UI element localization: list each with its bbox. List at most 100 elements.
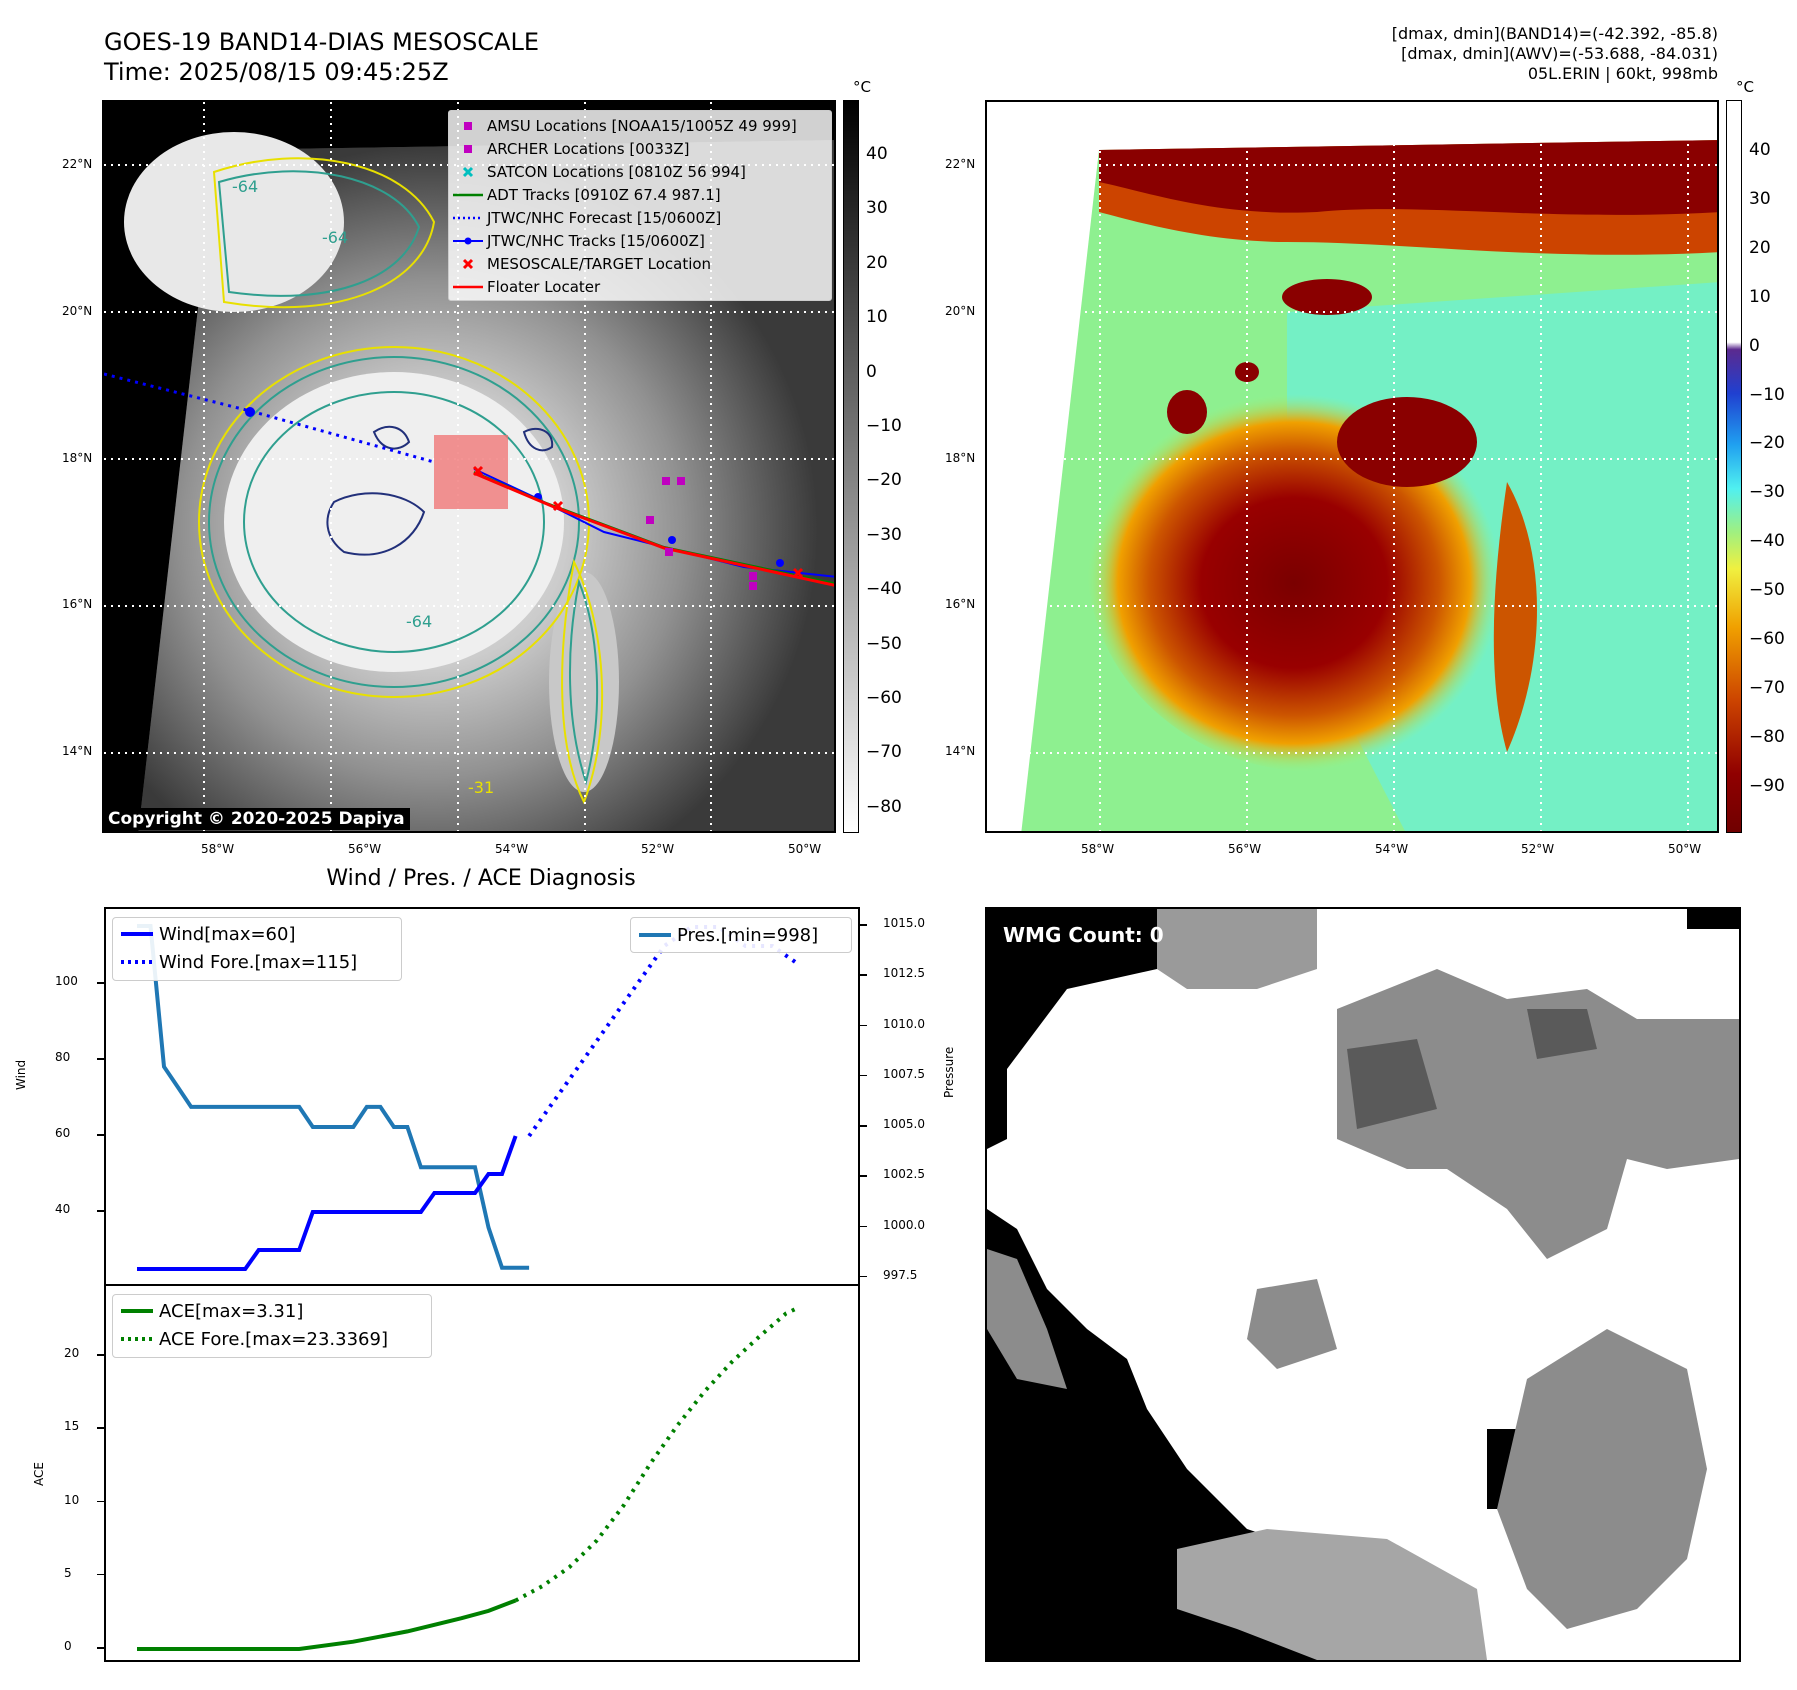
pressure-tick-label: 1010.0 [883,1016,925,1031]
awv-lat-label: 14°N [945,744,976,758]
legend-item: ARCHER Locations [0033Z] [449,137,831,160]
awv-colorbar-tick: −10 [1749,384,1785,405]
wind-tick-mark [97,1058,104,1060]
ace-tick-label: 20 [64,1346,80,1360]
pressure-tick-mark [860,1225,867,1227]
amsu-archer-markers [646,477,757,590]
legend-pressure: Pres.[min=998] [631,921,851,949]
awv-colorbar-tick: −50 [1749,580,1785,601]
awv-colorbar-tick: 10 [1749,286,1771,307]
awv-lon-label: 50°W [1668,842,1702,856]
ir-lon-label: 56°W [348,842,382,856]
wind-tick-mark [97,982,104,984]
pressure-tick-label: 997.5 [883,1267,918,1282]
pressure-tick-mark [860,1175,867,1177]
ir-colorbar-tick: −20 [866,470,902,491]
awv-colorbar-unit: °C [1736,78,1754,96]
ir-imagery [104,102,834,831]
wind-legend: Wind[max=60] Wind Fore.[max=115] [112,917,402,981]
ir-colorbar-tick: −10 [866,416,902,436]
legend-ace-fore-label: ACE Fore.[max=23.3369] [159,1328,388,1350]
track-point [776,559,784,567]
wind-ylabel: Wind [14,1059,28,1090]
awv-map [985,100,1719,833]
pressure-tick-label: 1005.0 [883,1117,925,1131]
legend-wind-fore: Wind Fore.[max=115] [113,948,401,976]
pressure-tick-label: 1012.5 [883,966,925,981]
diagnosis-title: Wind / Pres. / ACE Diagnosis [326,866,636,891]
awv-colorbar-tick: 20 [1749,237,1771,258]
awv-colorbar-tick: 30 [1749,188,1771,209]
ace-tick-mark [97,1500,104,1502]
legend-label: JTWC/NHC Tracks [15/0600Z] [487,231,705,250]
ir-lat-label: 20°N [62,304,93,318]
wind-tick-label: 40 [55,1202,71,1216]
legend-pressure-label: Pres.[min=998] [677,924,819,946]
legend-swatch-ace [113,1297,159,1325]
ace-tick-label: 15 [64,1419,80,1434]
ace-tick-mark [97,1647,104,1649]
pressure-tick-label: 1002.5 [883,1167,925,1182]
wind-forecast-line [527,925,801,1138]
info-storm: 05L.ERIN | 60kt, 998mb [1527,64,1718,83]
legend-wind: Wind[max=60] [113,920,401,948]
ir-lat-label: 16°N [62,597,93,611]
pressure-tick-mark [860,1125,867,1127]
ir-colorbar-tick: 10 [866,307,888,328]
pressure-tick-label: 1007.5 [883,1066,925,1081]
legend-label: MESOSCALE/TARGET Location [487,254,712,273]
pressure-line [137,924,530,1270]
legend-wind-label: Wind[max=60] [159,923,296,945]
ace-panel: ACE[max=3.31] ACE Fore.[max=23.3369] [104,1284,860,1662]
legend-symbol [449,252,487,275]
legend-symbol [449,114,487,137]
legend-swatch-ace-fore [113,1325,159,1353]
ace-tick-label: 0 [64,1639,72,1653]
awv-colorbar-tick: −90 [1749,775,1785,796]
legend-symbol [449,183,487,206]
legend-item: AMSU Locations [NOAA15/1005Z 49 999] [449,114,831,137]
track-point [668,536,676,544]
wmg-count-label: WMG Count: 0 [1003,923,1164,947]
wind-tick-mark [97,1210,104,1212]
awv-imagery [987,102,1717,831]
pressure-tick-mark [860,1024,867,1026]
copyright-label: Copyright © 2020-2025 Dapiya [103,808,410,830]
contour-label: -64 [322,228,349,247]
awv-colorbar [1726,100,1742,833]
ir-colorbar-tick: 30 [866,198,888,219]
legend-label: ARCHER Locations [0033Z] [487,139,690,158]
legend-symbol [449,160,487,183]
awv-colorbar-tick: −80 [1749,726,1785,747]
ir-lon-label: 54°W [495,842,529,856]
awv-colorbar-tick: 40 [1749,140,1771,160]
ace-tick-mark [97,1427,104,1429]
awv-colorbar-tick: −20 [1749,433,1785,454]
legend-symbol [449,137,487,160]
pressure-tick-label: 1000.0 [883,1217,925,1232]
ir-colorbar-tick: −70 [866,742,902,763]
legend-item: JTWC/NHC Forecast [15/0600Z] [449,206,831,229]
ace-tick-mark [97,1573,104,1576]
wind-pressure-panel: Wind[max=60] Wind Fore.[max=115] Pres.[m… [104,907,860,1286]
figure-time: Time: 2025/08/15 09:45:25Z [104,58,449,86]
ace-ylabel: ACE [32,1462,46,1486]
ace-tick-label: 5 [64,1565,72,1580]
legend-label: JTWC/NHC Forecast [15/0600Z] [487,208,722,227]
awv-lon-label: 56°W [1228,842,1262,856]
wind-tick-label: 100 [55,974,78,988]
awv-colorbar-tick: 0 [1749,335,1760,356]
pressure-tick-mark [860,1074,867,1077]
ace-tick-label: 10 [64,1492,80,1507]
ace-line [137,1598,517,1651]
legend-symbol [449,206,487,229]
pressure-ylabel: Pressure [942,1046,956,1098]
ir-colorbar-tick: −30 [866,524,902,545]
wmg-panel: WMG Count: 0 [985,907,1741,1662]
floater-track [475,472,834,587]
legend-item: SATCON Locations [0810Z 56 994] [449,160,831,183]
awv-colorbar-tick: −30 [1749,482,1785,503]
wind-tick-label: 80 [55,1050,71,1064]
ir-colorbar-tick: −50 [866,633,902,654]
wind-tick-mark [97,1134,104,1136]
